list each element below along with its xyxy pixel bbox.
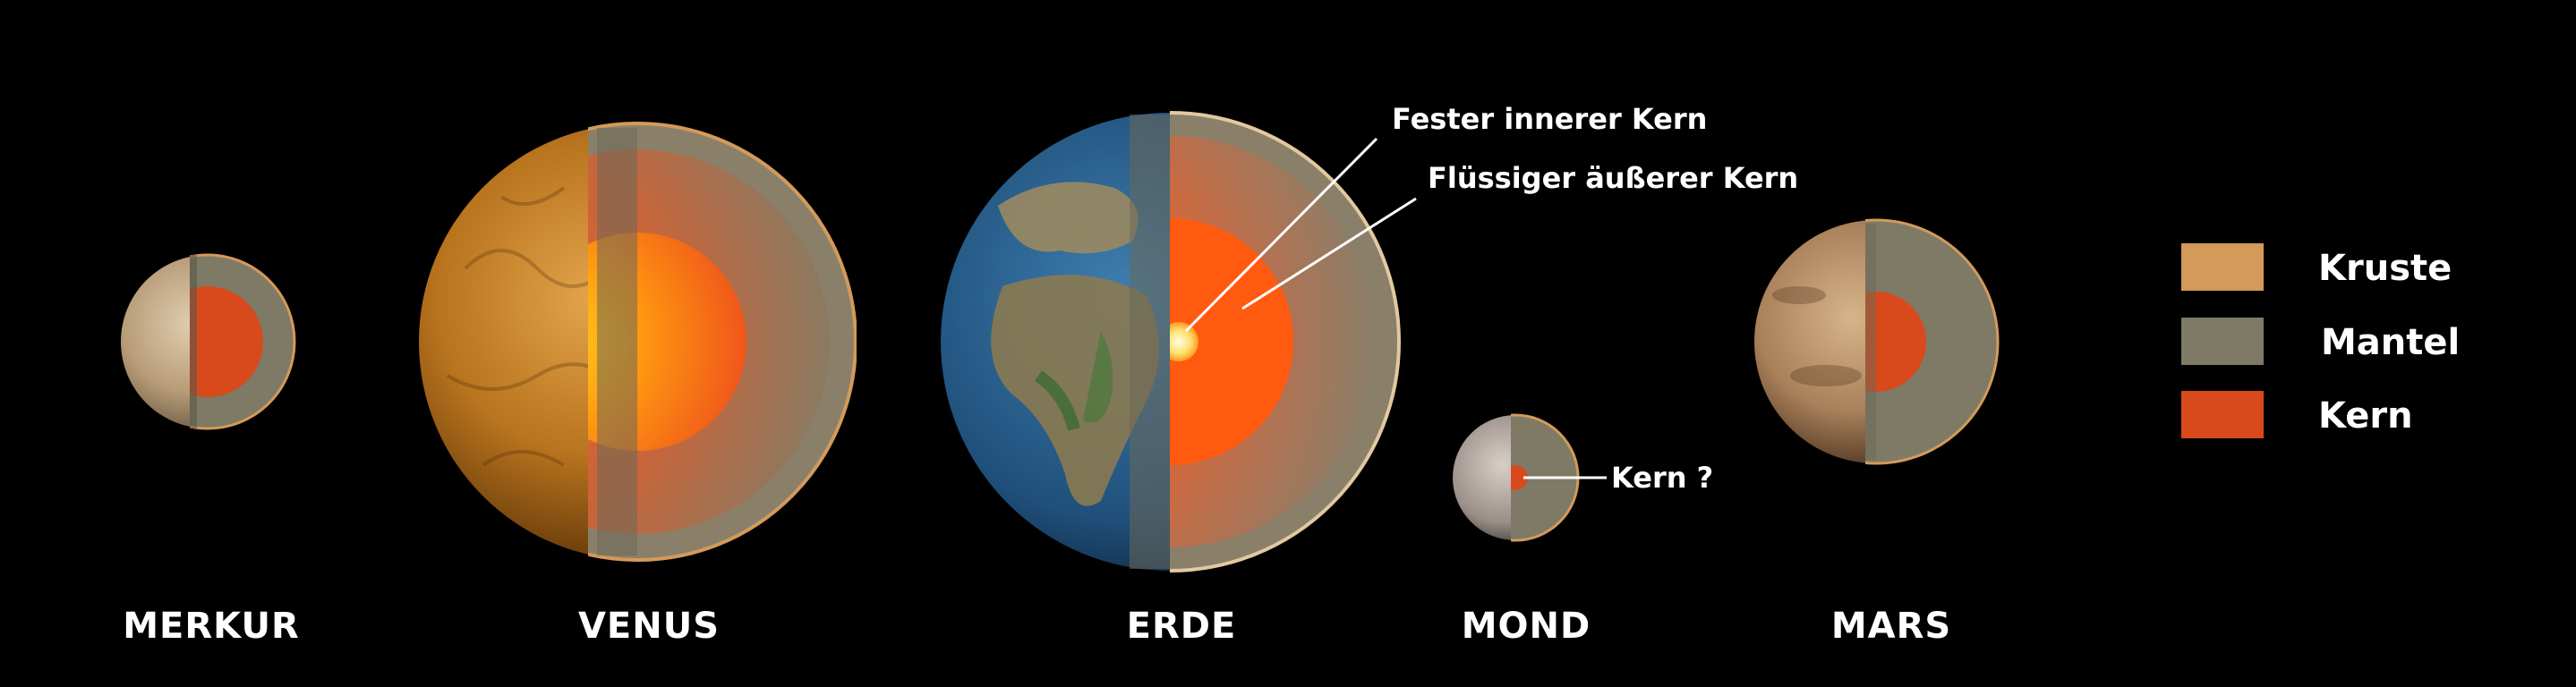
outer-core-leader (1241, 197, 1417, 310)
planet-merkur (121, 253, 296, 430)
planet-label-erde: ERDE (1127, 606, 1237, 647)
planet-venus (419, 122, 857, 562)
legend-swatch-crust (2181, 243, 2264, 291)
erde-cutaway (1170, 111, 1401, 572)
mars-core (1865, 292, 1926, 392)
legend-item-mantle: Mantel (2181, 318, 2460, 365)
outer-core-label: Flüssiger äußerer Kern (1428, 161, 1798, 195)
merkur-core (190, 286, 263, 397)
planet-label-venus: VENUS (578, 606, 720, 647)
legend: Kruste Mantel Kern (2181, 243, 2460, 438)
legend-swatch-core (2181, 391, 2264, 438)
inner-core-label: Fester innerer Kern (1392, 102, 1707, 136)
mond-core (1511, 465, 1528, 490)
legend-item-core: Kern (2181, 391, 2413, 438)
erde-inner-core (1170, 322, 1198, 361)
legend-item-crust: Kruste (2181, 243, 2452, 291)
legend-label-crust: Kruste (2318, 248, 2452, 289)
merkur-cutaway (190, 253, 296, 430)
planet-erde (941, 111, 1417, 572)
legend-swatch-mantle (2181, 318, 2264, 365)
legend-label-mantle: Mantel (2321, 322, 2460, 363)
planet-label-mond: MOND (1462, 606, 1591, 647)
planet-mond (1453, 413, 1607, 542)
erde-outer-core (1170, 218, 1293, 465)
planet-label-mars: MARS (1831, 606, 1951, 647)
inner-core-leader (1184, 137, 1378, 333)
legend-label-core: Kern (2318, 395, 2413, 437)
mars-cutaway (1865, 218, 2000, 465)
planet-mars (1754, 218, 2000, 465)
planet-label-merkur: MERKUR (123, 606, 300, 647)
moon-core-label: Kern ? (1611, 461, 1713, 495)
